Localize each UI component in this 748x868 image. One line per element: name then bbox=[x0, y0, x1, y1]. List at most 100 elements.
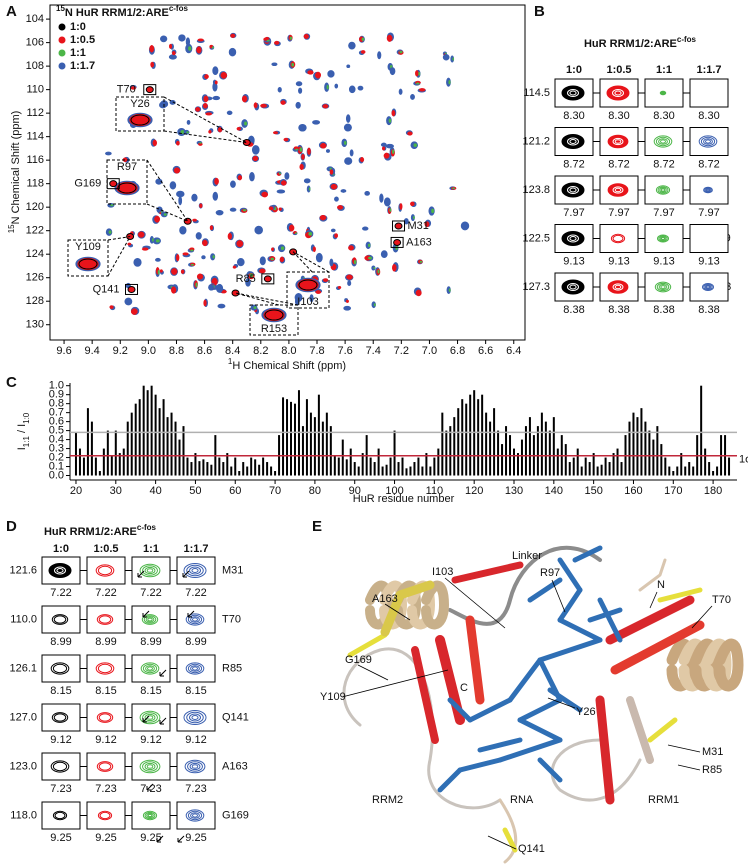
peak-contour bbox=[377, 269, 380, 274]
rna-stick bbox=[587, 607, 623, 623]
legend-label: 1:0 bbox=[70, 21, 86, 33]
cell-contour bbox=[187, 663, 203, 674]
panel-letter: D bbox=[6, 518, 17, 535]
peak-contour bbox=[195, 106, 201, 112]
residue-label: M31 bbox=[222, 564, 243, 576]
bar bbox=[393, 430, 396, 476]
arrow bbox=[146, 783, 154, 791]
peak-contour bbox=[398, 88, 403, 95]
bar bbox=[429, 466, 432, 476]
peak-contour bbox=[249, 172, 255, 182]
cell-contour bbox=[142, 565, 158, 576]
cell-contour bbox=[143, 615, 157, 624]
cell-contour bbox=[95, 564, 115, 577]
y-tick-label: 128 bbox=[26, 295, 44, 307]
ribbon bbox=[690, 638, 720, 692]
structure-label: N bbox=[657, 579, 665, 591]
bar bbox=[528, 417, 531, 476]
y-tick-label: 112 bbox=[26, 107, 44, 119]
peak-contour bbox=[208, 129, 212, 134]
peak-contour bbox=[152, 139, 157, 147]
h-shift: 7.22 bbox=[95, 587, 116, 599]
x-tick-label: 100 bbox=[385, 485, 403, 497]
peak-contour bbox=[191, 193, 198, 202]
bar bbox=[126, 421, 129, 476]
peak-contour bbox=[150, 61, 155, 68]
y-tick-label: 126 bbox=[26, 272, 44, 284]
cell-contour bbox=[610, 281, 626, 293]
cell-contour bbox=[569, 236, 577, 241]
bar bbox=[417, 457, 420, 476]
peak-cell bbox=[176, 605, 216, 634]
cell-contour bbox=[147, 813, 153, 818]
x-axis-label-part: 1 bbox=[228, 357, 233, 366]
arrow bbox=[156, 835, 164, 843]
bar bbox=[497, 430, 500, 476]
labelled-peak bbox=[127, 285, 136, 293]
peak-cell bbox=[41, 605, 81, 634]
peak-contour bbox=[208, 284, 215, 291]
y-tick-label: 110 bbox=[26, 84, 44, 96]
cell-contour bbox=[567, 283, 579, 291]
peak-contour bbox=[271, 247, 275, 252]
peak-contour bbox=[182, 252, 189, 256]
peak-contour bbox=[261, 191, 269, 198]
peak-contour bbox=[329, 258, 334, 267]
zoom-box bbox=[67, 239, 109, 277]
peak-contour bbox=[448, 288, 451, 292]
arrow bbox=[187, 610, 195, 618]
bar bbox=[457, 408, 460, 476]
arrow bbox=[159, 669, 167, 677]
cell-contour bbox=[100, 763, 110, 770]
peak-contour bbox=[445, 52, 447, 55]
peak-contour bbox=[359, 157, 365, 163]
cell-contour bbox=[703, 283, 713, 291]
cell-contour bbox=[100, 567, 110, 574]
peak-contour bbox=[155, 257, 161, 262]
peak-contour bbox=[108, 230, 112, 234]
cell-contour bbox=[51, 712, 69, 723]
h-shift: 8.72 bbox=[698, 158, 719, 170]
cell-contour bbox=[610, 184, 626, 196]
peak-contour bbox=[227, 232, 232, 240]
zoom-contour bbox=[130, 114, 150, 126]
cell-contour bbox=[102, 617, 108, 622]
peak-contour bbox=[110, 204, 114, 207]
leader-line bbox=[547, 697, 576, 709]
bar bbox=[632, 412, 635, 476]
peak-cell bbox=[41, 752, 81, 781]
bar bbox=[616, 448, 619, 476]
rna-stick bbox=[537, 637, 603, 663]
h-shift: 8.30 bbox=[608, 110, 629, 122]
peak-contour bbox=[334, 83, 339, 89]
bar bbox=[246, 466, 249, 476]
cell-contour bbox=[96, 614, 114, 625]
cell-contour bbox=[661, 92, 665, 94]
bar bbox=[516, 453, 519, 476]
h-shift: 7.97 bbox=[563, 207, 584, 219]
grid-title-part: HuR RRM1/2:ARE bbox=[584, 38, 677, 50]
bar bbox=[170, 412, 173, 476]
structure-label: Y26 bbox=[576, 706, 596, 718]
h-shift: 8.30 bbox=[698, 110, 719, 122]
peak-cell bbox=[86, 801, 126, 830]
peak-cell bbox=[131, 752, 171, 781]
peak-contour bbox=[294, 232, 298, 235]
peak-contour bbox=[202, 103, 208, 109]
cell-contour bbox=[183, 563, 207, 578]
cell-contour bbox=[100, 714, 110, 721]
cell-contour bbox=[102, 568, 108, 573]
peak-cell bbox=[176, 654, 216, 683]
peak-contour bbox=[320, 142, 327, 149]
cell-contour bbox=[142, 712, 158, 723]
peak-contour bbox=[179, 226, 187, 235]
peak-contour bbox=[392, 263, 397, 272]
peak-contour bbox=[127, 242, 132, 246]
peak-contour bbox=[152, 238, 154, 242]
y-axis-label-part: I bbox=[16, 447, 28, 450]
peak-contour bbox=[303, 33, 309, 39]
cell-contour bbox=[102, 764, 108, 769]
ribbon bbox=[451, 561, 524, 584]
bar bbox=[98, 471, 101, 476]
h-shift: 9.25 bbox=[185, 832, 206, 844]
